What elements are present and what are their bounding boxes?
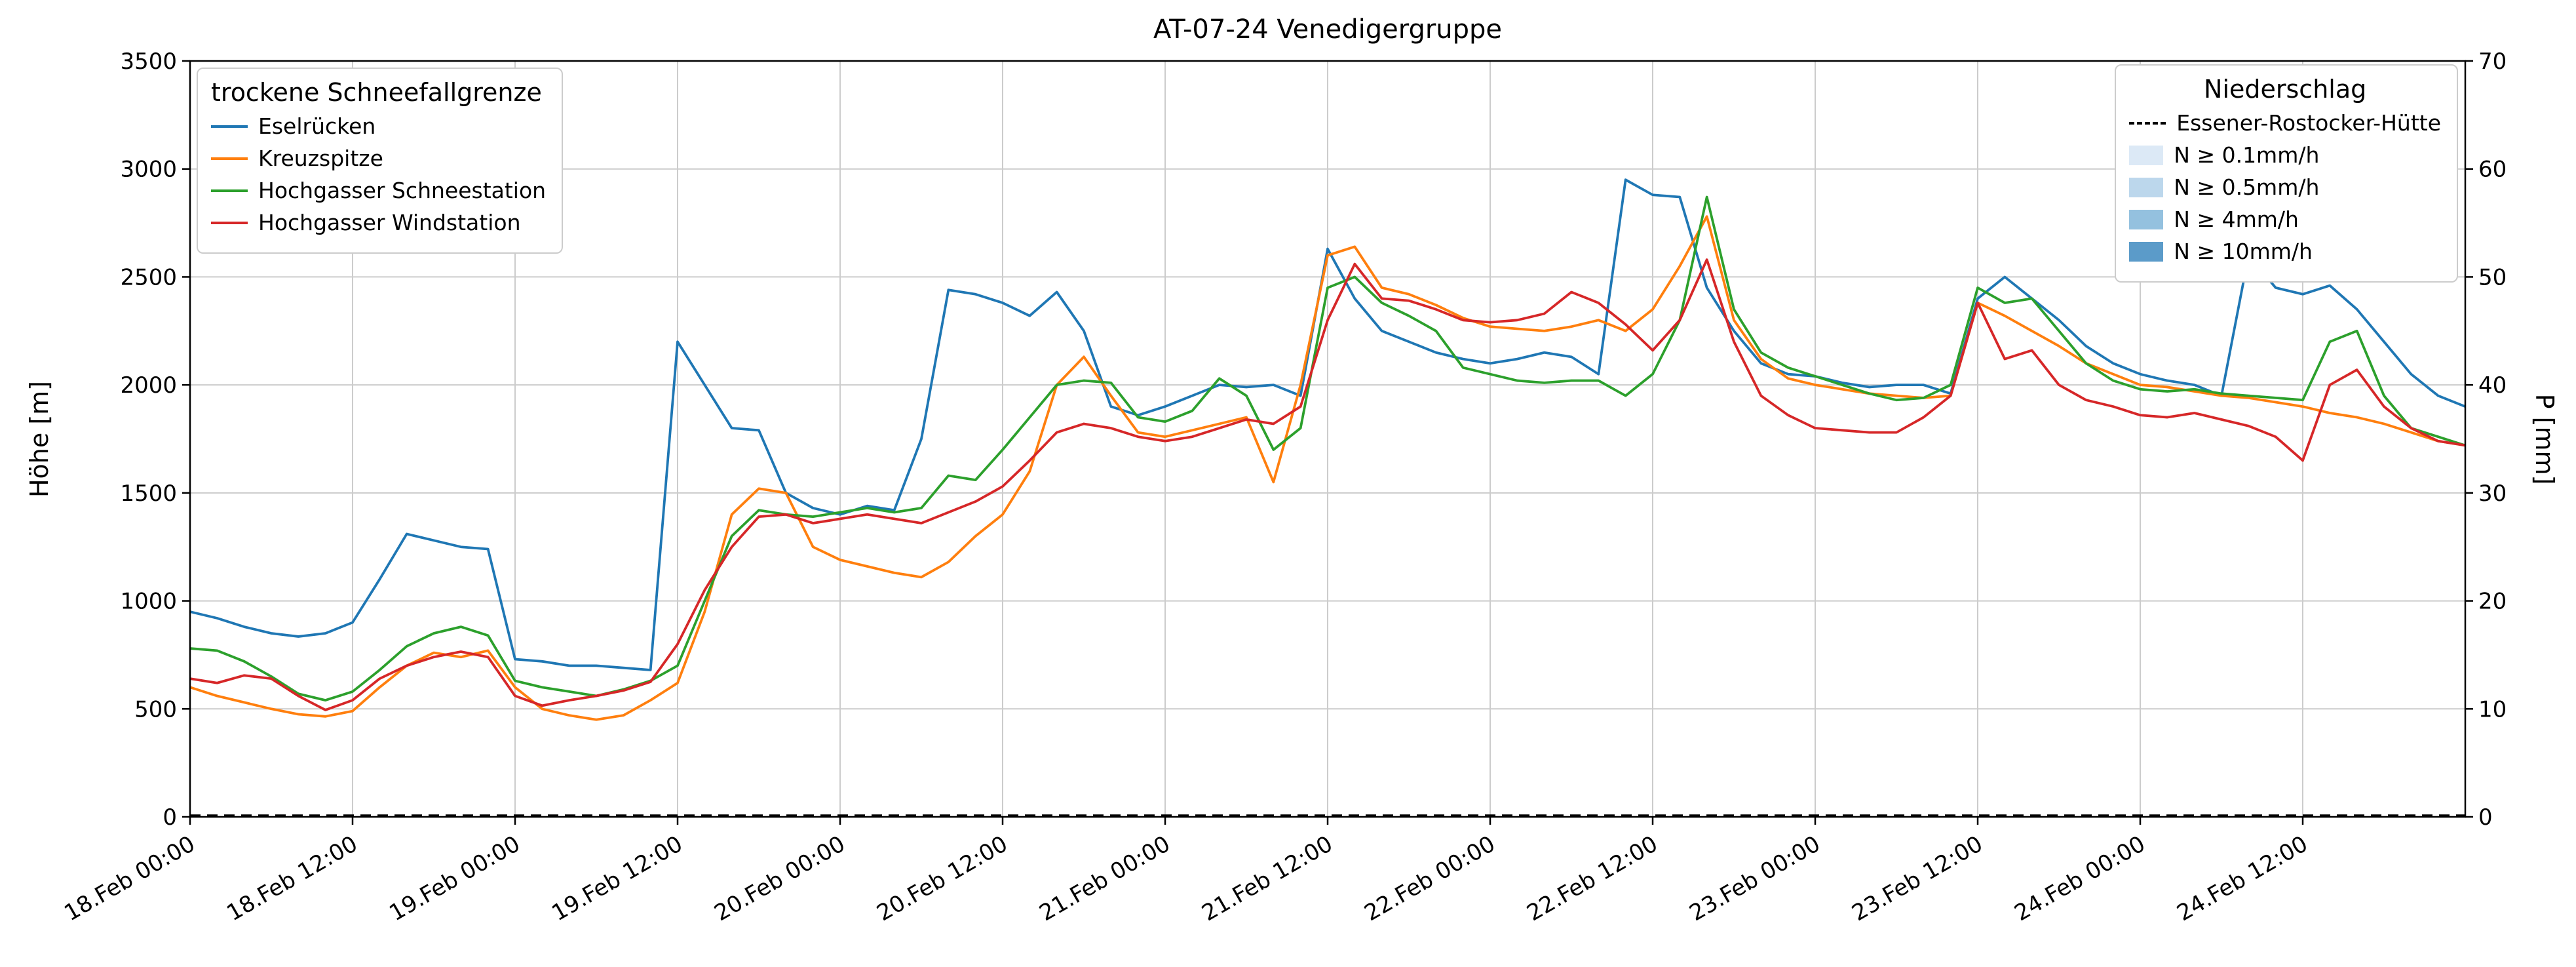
legend-item-label: Hochgasser Schneestation	[258, 178, 547, 203]
legend-item-label: Eselrücken	[258, 113, 376, 139]
patch-swatch-icon	[2129, 177, 2164, 197]
patch-swatch-icon	[2129, 209, 2164, 229]
legend-snowline-items: Eselrücken Kreuzspitze Hochgasser Schneest…	[211, 113, 546, 235]
legend-item-label: N ≥ 4mm/h	[2174, 207, 2299, 232]
x-tick-label: 23.Feb 00:00	[1685, 831, 1824, 926]
y-right-tick-label: 70	[2478, 49, 2507, 75]
legend-item-label: Kreuzspitze	[258, 146, 383, 171]
x-tick-label: 21.Feb 00:00	[1035, 831, 1174, 926]
legend-item-intensity-3: N ≥ 10mm/h	[2129, 239, 2441, 264]
legend-item-eselruecken: Eselrücken	[211, 113, 546, 139]
y-right-tick-label: 60	[2478, 157, 2507, 183]
y-left-tick-label: 3000	[120, 157, 177, 183]
x-tick-label: 19.Feb 00:00	[385, 831, 524, 926]
y-axis-label-left: Höhe [m]	[25, 380, 54, 498]
legend-precipitation-title: Niederschlag	[2204, 75, 2367, 104]
y-right-tick-label: 50	[2478, 264, 2507, 290]
legend-snowline-title: trockene Schneefallgrenze	[211, 78, 542, 107]
legend-precipitation: Niederschlag Essener-Rostocker-Hütte N ≥ …	[2115, 64, 2458, 283]
legend-item-intensity-0: N ≥ 0.1mm/h	[2129, 142, 2441, 168]
x-tick-label: 18.Feb 12:00	[222, 831, 362, 926]
chart-title: AT-07-24 Venedigergruppe	[1153, 14, 1503, 45]
legend-item-label: N ≥ 0.5mm/h	[2174, 174, 2320, 200]
x-tick-label: 20.Feb 12:00	[872, 831, 1012, 926]
legend-item-kreuzspitze: Kreuzspitze	[211, 146, 546, 171]
legend-item-label: Essener-Rostocker-Hütte	[2176, 110, 2441, 136]
line-swatch-icon	[211, 221, 248, 224]
y-right-tick-label: 20	[2478, 589, 2507, 615]
legend-item-hochgasser-windstation: Hochgasser Windstation	[211, 210, 546, 235]
x-tick-label: 20.Feb 00:00	[710, 831, 849, 926]
legend-precipitation-items: Essener-Rostocker-Hütte N ≥ 0.1mm/h N ≥ 0.…	[2129, 110, 2441, 264]
line-swatch-icon	[211, 157, 248, 160]
patch-swatch-icon	[2129, 145, 2164, 165]
y-right-tick-label: 40	[2478, 372, 2507, 399]
legend-item-hochgasser-schneestation: Hochgasser Schneestation	[211, 178, 546, 203]
line-swatch-icon	[211, 125, 248, 128]
x-tick-label: 22.Feb 00:00	[1360, 831, 1499, 926]
legend-item-intensity-1: N ≥ 0.5mm/h	[2129, 174, 2441, 200]
x-tick-label: 23.Feb 12:00	[1847, 831, 1987, 926]
y-right-tick-label: 0	[2478, 804, 2493, 831]
y-left-tick-label: 1500	[120, 481, 177, 507]
x-tick-label: 21.Feb 12:00	[1197, 831, 1337, 926]
y-left-tick-label: 0	[163, 804, 177, 831]
y-left-tick-label: 3500	[120, 49, 177, 75]
y-left-tick-label: 500	[134, 696, 177, 722]
legend-item-label: N ≥ 10mm/h	[2174, 239, 2313, 264]
legend-item-precip-station: Essener-Rostocker-Hütte	[2129, 110, 2441, 136]
y-right-tick-label: 30	[2478, 481, 2507, 507]
series-line-hochgasser-windstation	[189, 258, 2466, 711]
x-tick-label: 22.Feb 12:00	[1522, 831, 1662, 926]
y-axis-label-right: P [mm]	[2530, 393, 2559, 485]
legend-item-intensity-2: N ≥ 4mm/h	[2129, 207, 2441, 232]
legend-item-label: Hochgasser Windstation	[258, 210, 521, 235]
x-tick-label: 24.Feb 00:00	[2010, 831, 2149, 926]
y-left-tick-label: 2500	[120, 264, 177, 290]
y-right-tick-label: 10	[2478, 696, 2507, 722]
series-line-hochgasser-schneestation	[189, 195, 2466, 702]
series-line-eselruecken	[189, 178, 2466, 671]
dashed-line-swatch-icon	[2129, 121, 2166, 125]
x-tick-label: 24.Feb 12:00	[2172, 831, 2312, 926]
y-left-tick-label: 1000	[120, 589, 177, 615]
y-left-tick-label: 2000	[120, 372, 177, 399]
legend-snowline: trockene Schneefallgrenze Eselrücken Kreu…	[197, 68, 564, 254]
line-swatch-icon	[211, 189, 248, 192]
x-tick-label: 19.Feb 12:00	[547, 831, 687, 926]
legend-item-label: N ≥ 0.1mm/h	[2174, 142, 2320, 168]
x-tick-label: 18.Feb 00:00	[60, 831, 199, 926]
patch-swatch-icon	[2129, 241, 2164, 262]
